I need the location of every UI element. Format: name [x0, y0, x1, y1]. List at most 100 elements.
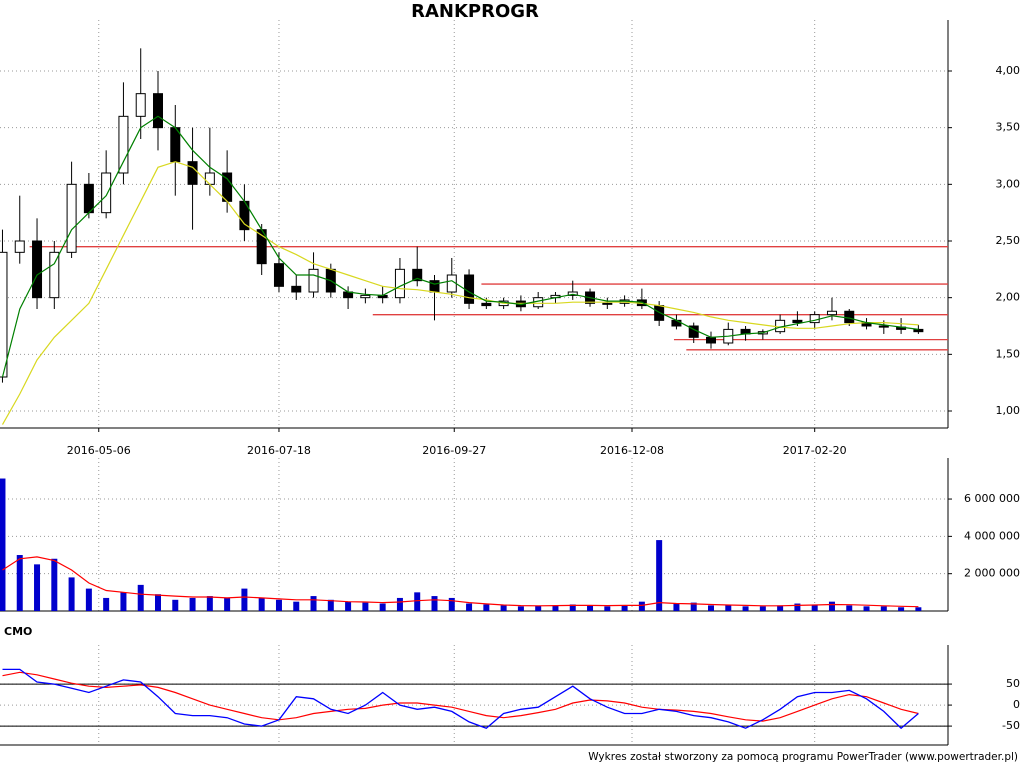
- volume-bar: [500, 605, 507, 611]
- volume-bar: [293, 601, 300, 611]
- volume-bar: [103, 597, 110, 611]
- volume-bar: [690, 602, 697, 611]
- candle-body: [826, 310, 837, 316]
- candle-body: [14, 240, 25, 253]
- candle-body: [101, 172, 112, 214]
- y-tick-label: 3,50: [996, 121, 1021, 134]
- volume-bar: [16, 555, 23, 611]
- volume-bar: [708, 605, 714, 611]
- volume-bar: [0, 478, 6, 611]
- y-tick-label: 0: [1013, 698, 1020, 711]
- volume-bar: [863, 606, 870, 611]
- volume-average: [2, 556, 919, 608]
- volume-bar: [68, 577, 75, 611]
- y-tick-label: 2,50: [996, 234, 1021, 247]
- volume-bar: [155, 594, 161, 611]
- cmo-average: [2, 671, 919, 722]
- candle-body: [118, 115, 129, 174]
- volume-bar: [137, 584, 144, 611]
- volume-bar: [604, 606, 611, 611]
- volume-bar: [327, 599, 334, 611]
- y-tick-label: 1,50: [996, 347, 1021, 360]
- volume-bar: [552, 605, 559, 611]
- volume-bar: [517, 606, 524, 611]
- volume-bar: [725, 605, 732, 611]
- candle-body: [671, 319, 682, 327]
- candle-body: [394, 268, 405, 299]
- candle-body: [429, 280, 440, 293]
- moving-average: [1, 115, 919, 378]
- candle-body: [66, 183, 77, 253]
- y-tick-label: 4 000 000: [964, 529, 1020, 542]
- volume-bar: [275, 599, 282, 611]
- y-tick-label: 6 000 000: [964, 492, 1020, 505]
- volume-bar: [379, 603, 386, 611]
- candle-body: [913, 328, 924, 333]
- volume-bar: [898, 607, 905, 611]
- x-tick-label: 2016-12-08: [600, 444, 664, 457]
- x-tick-label: 2016-09-27: [422, 444, 486, 457]
- volume-bar: [431, 596, 438, 611]
- y-tick-label: 2,00: [996, 291, 1021, 304]
- volume-bar: [673, 603, 680, 611]
- candle-body: [153, 93, 163, 129]
- candle-body: [446, 274, 457, 293]
- candle-body: [273, 263, 284, 287]
- cmo-line: [2, 668, 919, 730]
- volume-bar: [483, 604, 490, 611]
- candle-body: [308, 268, 319, 293]
- y-tick-label: 4,00: [996, 64, 1021, 77]
- candle-body: [291, 285, 302, 293]
- volume-bar: [345, 601, 352, 611]
- candle-body: [32, 240, 43, 299]
- volume-bar: [414, 592, 421, 611]
- candle-body: [360, 294, 371, 299]
- candle-body: [602, 302, 613, 305]
- volume-bar: [448, 597, 455, 611]
- volume-bar: [880, 606, 887, 611]
- moving-average: [1, 161, 919, 425]
- volume-bar: [51, 558, 58, 611]
- footer: Wykres został stworzony za pomocą progra…: [588, 751, 1018, 763]
- x-tick-label: 2016-07-18: [247, 444, 311, 457]
- volume-bar: [258, 597, 265, 611]
- volume-bar: [915, 607, 922, 611]
- x-tick-label: 2017-02-20: [783, 444, 847, 457]
- candle-body: [49, 251, 60, 299]
- candle-body: [792, 319, 803, 324]
- candle-body: [481, 302, 492, 307]
- y-tick-label: 3,00: [996, 177, 1021, 190]
- candle-body: [204, 172, 215, 185]
- volume-bar: [587, 605, 594, 611]
- volume-bar: [396, 597, 403, 611]
- volume-bar: [362, 602, 369, 611]
- volume-bar: [742, 606, 749, 611]
- candle-body: [844, 310, 855, 324]
- y-tick-label: 1,00: [996, 404, 1021, 417]
- volume-bar: [846, 605, 853, 611]
- y-tick-label: -50: [1002, 719, 1020, 732]
- volume-bar: [535, 605, 542, 611]
- volume-bar: [85, 588, 92, 611]
- volume-bar: [828, 601, 835, 611]
- volume-bar: [621, 605, 628, 611]
- x-tick-label: 2016-05-06: [67, 444, 131, 457]
- candle-body: [187, 161, 198, 185]
- volume-bar: [794, 603, 801, 611]
- volume-bar: [656, 540, 663, 611]
- volume-bar: [189, 597, 196, 611]
- volume-bar: [638, 601, 645, 611]
- volume-bar: [224, 597, 231, 611]
- volume-bar: [466, 603, 473, 611]
- volume-bar: [569, 604, 576, 611]
- candle-body: [464, 274, 475, 304]
- candle-body: [706, 336, 716, 344]
- candle-body: [135, 93, 146, 117]
- volume-bar: [172, 599, 179, 611]
- candle-body: [412, 268, 423, 282]
- candle-body: [878, 325, 889, 328]
- volume-bar: [206, 596, 213, 611]
- volume-bar: [310, 596, 317, 611]
- volume-bar: [120, 592, 127, 611]
